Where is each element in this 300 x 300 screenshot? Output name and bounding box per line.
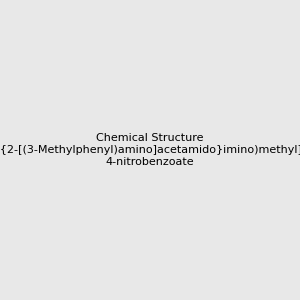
Text: Chemical Structure
4-[(E)-({2-[(3-Methylphenyl)amino]acetamido}imino)methyl]phen: Chemical Structure 4-[(E)-({2-[(3-Methyl… bbox=[0, 134, 300, 166]
